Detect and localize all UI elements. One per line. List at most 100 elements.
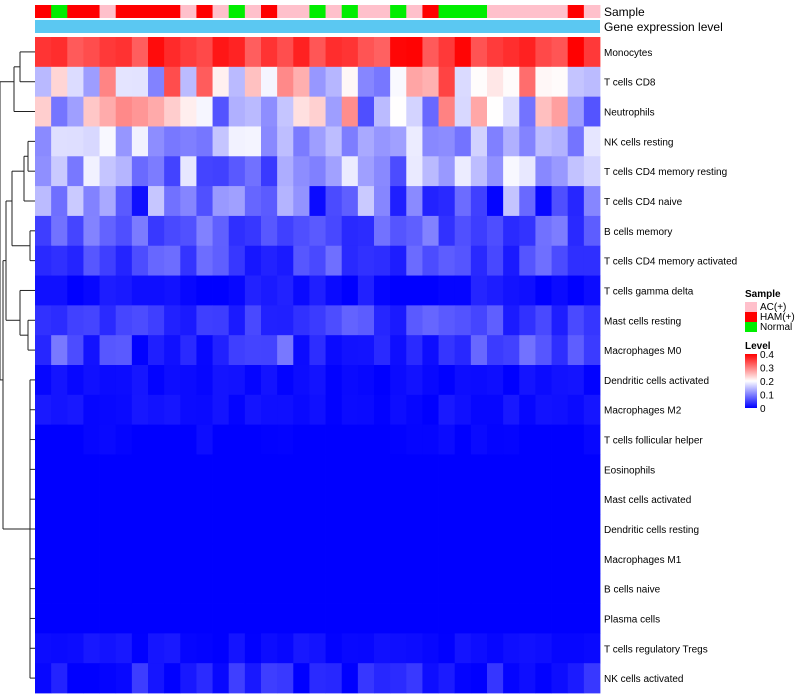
heatmap-cell <box>99 245 117 276</box>
heatmap-cell <box>535 37 552 68</box>
heatmap-cell <box>148 186 165 217</box>
heatmap-cell <box>51 663 68 694</box>
heatmap-cell <box>196 96 213 127</box>
heatmap-cell <box>341 424 359 455</box>
heatmap-cell <box>115 275 133 306</box>
sample-annotation-cell <box>390 5 407 18</box>
heatmap-cell <box>148 126 165 157</box>
heatmap-cell <box>567 663 585 694</box>
row-label: Dendritic cells resting <box>604 525 699 536</box>
heatmap-cell <box>470 66 488 98</box>
heatmap-cell <box>35 633 52 664</box>
heatmap-cell <box>212 633 230 664</box>
heatmap-cell <box>35 603 52 634</box>
heatmap-cell <box>519 215 536 247</box>
heatmap-cell <box>277 663 294 694</box>
heatmap-cell <box>503 126 520 157</box>
heatmap-cell <box>293 275 310 306</box>
heatmap-cell <box>83 543 100 575</box>
heatmap-cell <box>374 186 391 217</box>
sample-annotation-cell <box>519 5 536 18</box>
sample-annotation-cell <box>325 5 343 18</box>
heatmap-cell <box>422 424 439 455</box>
heatmap-cell <box>454 633 472 664</box>
heatmap-cell <box>67 275 84 306</box>
heatmap-cell <box>164 454 181 485</box>
heatmap-cell <box>390 156 407 187</box>
sample-annotation-cell <box>164 5 181 18</box>
heatmap-cell <box>374 365 391 396</box>
heatmap-cell <box>390 335 407 366</box>
heatmap-cell <box>519 186 536 217</box>
heatmap-cell <box>67 215 84 247</box>
heatmap-cell <box>535 96 552 127</box>
heatmap-cell <box>374 454 391 485</box>
heatmap-cell <box>325 37 343 68</box>
heatmap-cell <box>293 335 310 366</box>
heatmap-cell <box>99 37 117 68</box>
sample-annotation-cell <box>309 5 326 18</box>
heatmap-cell <box>293 37 310 68</box>
heatmap-cell <box>438 633 456 664</box>
sample-annotation-cell <box>535 5 552 18</box>
heatmap-cell <box>131 66 149 98</box>
heatmap-cell <box>131 543 149 575</box>
heatmap-cell <box>325 633 343 664</box>
heatmap-cell <box>212 394 230 426</box>
heatmap-cell <box>67 484 84 515</box>
heatmap-cell <box>83 394 100 426</box>
heatmap-cell <box>583 275 601 306</box>
sample-annotation-cell <box>551 5 569 18</box>
heatmap-cell <box>164 66 181 98</box>
heatmap-cell <box>390 454 407 485</box>
sample-annotation-cell <box>244 5 262 18</box>
heatmap-cell <box>244 633 262 664</box>
heatmap-cell <box>406 603 423 634</box>
heatmap-cell <box>83 245 100 276</box>
heatmap-cell <box>115 66 133 98</box>
heatmap-cell <box>164 245 181 276</box>
heatmap-cell <box>115 156 133 187</box>
heatmap-cell <box>567 156 585 187</box>
heatmap-cell <box>99 573 117 604</box>
heatmap-cell <box>83 603 100 634</box>
heatmap-cell <box>212 305 230 336</box>
heatmap-cell <box>519 394 536 426</box>
heatmap-cell <box>35 335 52 366</box>
sample-annotation-cell <box>99 5 117 18</box>
heatmap-cell <box>148 633 165 664</box>
heatmap-cell <box>164 156 181 187</box>
heatmap-cell <box>67 663 84 694</box>
heatmap-cell <box>390 275 407 306</box>
heatmap-cell <box>390 543 407 575</box>
heatmap-cell <box>67 543 84 575</box>
heatmap-cell <box>35 573 52 604</box>
heatmap-cell <box>131 633 149 664</box>
heatmap-cell <box>583 66 601 98</box>
heatmap-cell <box>341 215 359 247</box>
heatmap-cell <box>454 394 472 426</box>
heatmap-cell <box>583 663 601 694</box>
heatmap-cell <box>341 603 359 634</box>
heatmap-cell <box>67 335 84 366</box>
heatmap-cell <box>180 156 197 187</box>
heatmap-cell <box>148 335 165 366</box>
heatmap-cell <box>83 305 100 336</box>
heatmap-cell <box>470 335 488 366</box>
heatmap-cell <box>535 186 552 217</box>
heatmap-cell <box>244 37 262 68</box>
heatmap-cell <box>454 365 472 396</box>
heatmap-cell <box>148 663 165 694</box>
sample-annotation-bar <box>35 5 601 18</box>
heatmap-cell <box>148 305 165 336</box>
heatmap-cell <box>357 215 375 247</box>
heatmap-cell <box>131 484 149 515</box>
heatmap-cell <box>438 305 456 336</box>
sample-annotation-cell <box>567 5 585 18</box>
heatmap-cell <box>567 603 585 634</box>
heatmap-cell <box>83 126 100 157</box>
row-label: Monocytes <box>604 48 652 59</box>
heatmap-cell <box>390 603 407 634</box>
heatmap-cell <box>309 484 326 515</box>
gene-expression-level-bar <box>35 20 600 33</box>
